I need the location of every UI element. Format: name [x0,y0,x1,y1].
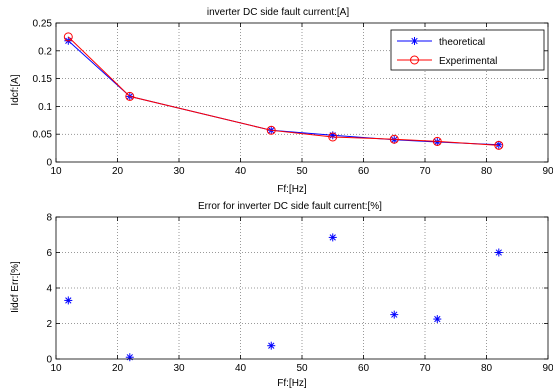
data-point-series-0 [267,341,276,350]
data-point-experimental [432,136,442,146]
data-point-series-0 [390,310,399,319]
y-tick-label: 0 [46,355,52,366]
x-tick-label: 80 [481,166,493,177]
data-point-experimental [63,32,73,42]
series-experimental [63,32,504,150]
series-series-0 [64,233,503,362]
x-tick-label: 70 [419,166,431,177]
x-tick-label: 10 [50,166,62,177]
y-tick-label: 0.25 [33,19,53,30]
y-tick-label: 0.1 [38,102,52,113]
y-tick-label: 6 [46,248,52,259]
y-tick-label: 2 [46,319,52,330]
data-point-experimental [389,134,399,144]
y-tick-label: 0 [46,158,52,169]
x-tick-label: 10 [50,363,62,374]
fault-current-chart: inverter DC side fault current:[A] Ff:[H… [10,7,553,195]
data-point-experimental [328,132,338,142]
y-tick-label: 4 [46,284,52,295]
chart-title: inverter DC side fault current:[A] [207,7,349,18]
data-point-theoretical [433,137,442,146]
chart-title: Error for inverter DC side fault current… [198,201,382,212]
data-point-series-0 [433,315,442,324]
data-point-series-0 [125,353,134,362]
x-tick-label: 60 [358,166,370,177]
x-tick-label: 60 [358,363,370,374]
x-tick-label: 90 [542,363,553,374]
y-tick-label: 0.15 [33,74,53,85]
x-tick-label: 20 [112,166,124,177]
legend: theoretical Experimental [390,29,545,71]
x-tick-label: 30 [173,363,185,374]
x-tick-label: 50 [296,166,308,177]
data-point-experimental [494,140,504,150]
x-tick-label: 20 [112,363,124,374]
legend-box [390,29,545,71]
x-tick-label: 50 [296,363,308,374]
x-tick-label: 90 [542,166,553,177]
series-line-experimental [67,36,499,146]
x-tick-label: 70 [419,363,431,374]
y-tick-label: 0.05 [33,130,53,141]
data-point-series-0 [64,296,73,305]
data-point-experimental [266,125,276,135]
y-axis-title: Idcf:[A] [10,74,21,105]
y-tick-label: 8 [46,213,52,224]
data-point-theoretical [390,135,399,144]
x-tick-label: 40 [235,363,247,374]
x-axis-title: Ff:[Hz] [277,184,307,195]
legend-label-experimental: Experimental [439,56,497,67]
legend-marker-theoretical [410,37,419,45]
x-tick-label: 80 [481,363,493,374]
y-axis-title: Iidcf Err:[%] [10,261,21,313]
x-axis-title: Ff:[Hz] [277,378,307,389]
legend-label-theoretical: theoretical [439,37,485,48]
x-tick-label: 40 [235,166,247,177]
data-point-series-0 [494,248,503,257]
x-tick-label: 30 [173,166,185,177]
legend-marker-experimental [410,55,419,65]
y-tick-label: 0.2 [38,46,52,57]
error-chart: Error for inverter DC side fault current… [10,201,553,389]
data-point-experimental [125,91,135,101]
data-point-series-0 [328,233,337,242]
